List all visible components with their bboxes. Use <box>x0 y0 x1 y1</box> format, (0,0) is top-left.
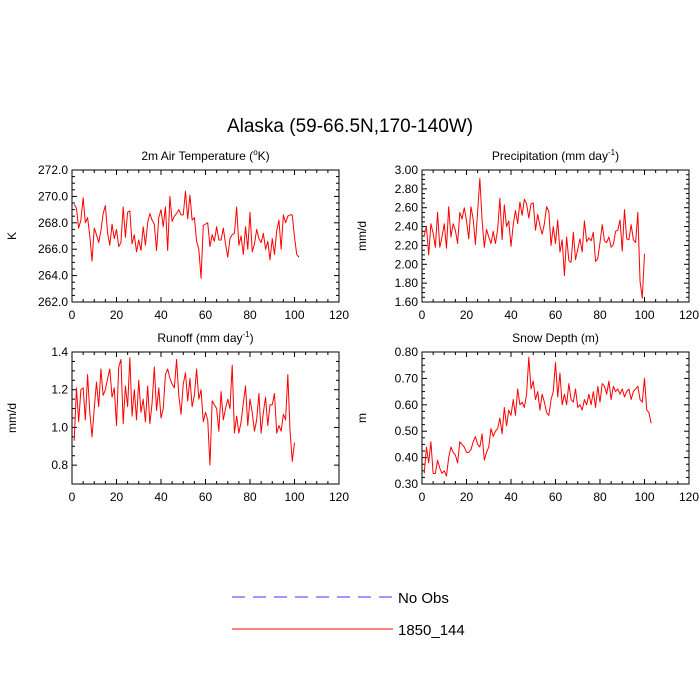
snow-depth-series-line <box>423 356 652 477</box>
precipitation-y-tick-label: 2.60 <box>395 201 419 215</box>
precipitation-panel-title-suffix: ) <box>615 149 619 163</box>
runoff-plot-frame <box>71 351 340 485</box>
air-temperature-y-axis-label: K <box>5 232 19 240</box>
precipitation-x-tick-label: 20 <box>460 308 474 322</box>
snow-depth-y-tick-label: 0.30 <box>395 477 419 491</box>
air-temperature-y-tick-label: 266.0 <box>38 242 68 256</box>
precipitation-y-tick-label: 1.80 <box>395 276 419 290</box>
runoff-x-tick-label: 20 <box>110 490 124 504</box>
air-temperature-x-tick-label: 40 <box>154 308 168 322</box>
air-temperature-x-tick-label: 0 <box>69 308 76 322</box>
air-temperature-y-tick-label: 262.0 <box>38 295 68 309</box>
precipitation-series-line <box>423 177 645 299</box>
runoff-x-tick-label: 120 <box>329 490 349 504</box>
precipitation-x-tick-label: 0 <box>419 308 426 322</box>
panel-runoff: Runoff (mm day-1) mm/d 0 20 40 60 80 100 120 0.8 1… <box>5 330 349 504</box>
precipitation-y-axis-label: mm/d <box>355 221 369 251</box>
precipitation-panel-title: Precipitation (mm day-1) <box>492 148 619 163</box>
air-temperature-x-tick-label: 100 <box>284 308 304 322</box>
panel-air-temperature: 2m Air Temperature (oK) K 0 20 40 60 80 100 120 2… <box>5 148 349 322</box>
precipitation-y-tick-label: 2.00 <box>395 257 419 271</box>
runoff-panel-title-superscript: -1 <box>243 330 251 339</box>
air-temperature-x-tick-label: 80 <box>243 308 257 322</box>
air-temperature-panel-title-text: 2m Air Temperature ( <box>141 149 253 163</box>
precipitation-y-tick-label: 3.00 <box>395 163 419 177</box>
precipitation-y-tick-label: 2.80 <box>395 182 419 196</box>
snow-depth-y-axis-label: m <box>355 413 369 423</box>
air-temperature-y-tick-label: 264.0 <box>38 269 68 283</box>
runoff-panel-title-text: Runoff (mm day <box>157 331 242 345</box>
snow-depth-y-tick-label: 0.70 <box>395 371 419 385</box>
snow-depth-y-tick-label: 0.80 <box>395 345 419 359</box>
precipitation-x-tick-label: 60 <box>549 308 563 322</box>
runoff-x-tick-label: 40 <box>154 490 168 504</box>
snow-depth-plot-frame <box>421 351 690 485</box>
air-temperature-series-line <box>73 190 300 279</box>
precipitation-y-tick-label: 2.20 <box>395 238 419 252</box>
runoff-y-axis-label: mm/d <box>5 403 19 433</box>
runoff-panel-title-suffix: ) <box>250 331 254 345</box>
snow-depth-y-tick-label: 0.60 <box>395 398 419 412</box>
precipitation-x-tick-label: 100 <box>634 308 654 322</box>
legend: No Obs 1850_144 <box>232 590 465 639</box>
air-temperature-y-tick-label: 272.0 <box>38 163 68 177</box>
panels: 2m Air Temperature (oK) K 0 20 40 60 80 100 120 2… <box>5 148 699 504</box>
precipitation-y-tick-label: 1.60 <box>395 295 419 309</box>
air-temperature-y-tick-label: 268.0 <box>38 216 68 230</box>
precipitation-x-tick-label: 40 <box>504 308 518 322</box>
snow-depth-y-tick-label: 0.50 <box>395 424 419 438</box>
snow-depth-x-tick-label: 100 <box>634 490 654 504</box>
snow-depth-x-tick-label: 120 <box>679 490 699 504</box>
runoff-x-tick-label: 80 <box>243 490 257 504</box>
snow-depth-x-tick-label: 40 <box>504 490 518 504</box>
snow-depth-x-tick-label: 80 <box>593 490 607 504</box>
air-temperature-x-tick-label: 20 <box>110 308 124 322</box>
air-temperature-plot-frame <box>71 169 340 303</box>
air-temperature-x-tick-label: 120 <box>329 308 349 322</box>
runoff-x-tick-label: 100 <box>284 490 304 504</box>
panel-snow-depth: Snow Depth (m) m 0 20 40 60 80 100 120 0.30 0.40 0.… <box>355 331 699 504</box>
precipitation-x-tick-label: 80 <box>593 308 607 322</box>
air-temperature-y-tick-label: 270.0 <box>38 189 68 203</box>
legend-label-no-obs: No Obs <box>398 590 449 607</box>
air-temperature-panel-title-suffix: K) <box>258 149 270 163</box>
precipitation-panel-title-superscript: -1 <box>608 148 616 157</box>
snow-depth-x-tick-label: 60 <box>549 490 563 504</box>
runoff-y-tick-label: 1.2 <box>51 383 68 397</box>
snow-depth-x-tick-label: 20 <box>460 490 474 504</box>
precipitation-y-tick-label: 2.40 <box>395 220 419 234</box>
air-temperature-x-tick-label: 60 <box>199 308 213 322</box>
legend-label-1850-144: 1850_144 <box>398 622 465 639</box>
runoff-x-tick-label: 0 <box>69 490 76 504</box>
runoff-y-tick-label: 1.4 <box>51 345 68 359</box>
runoff-y-tick-label: 0.8 <box>51 458 68 472</box>
precipitation-x-tick-label: 120 <box>679 308 699 322</box>
runoff-y-tick-label: 1.0 <box>51 420 68 434</box>
panel-precipitation: Precipitation (mm day-1) mm/d 0 20 40 60 80 100… <box>355 148 699 322</box>
runoff-series-line <box>73 357 295 466</box>
precipitation-panel-title-text: Precipitation (mm day <box>492 149 608 163</box>
air-temperature-panel-title: 2m Air Temperature (oK) <box>141 148 269 163</box>
figure-title: Alaska (59-66.5N,170-140W) <box>227 116 473 137</box>
runoff-panel-title: Runoff (mm day-1) <box>157 330 253 345</box>
snow-depth-x-tick-label: 0 <box>419 490 426 504</box>
runoff-x-tick-label: 60 <box>199 490 213 504</box>
snow-depth-y-tick-label: 0.40 <box>395 451 419 465</box>
precipitation-plot-frame <box>421 169 690 303</box>
snow-depth-panel-title: Snow Depth (m) <box>512 331 599 345</box>
air-temperature-panel-title-superscript: o <box>253 148 258 157</box>
